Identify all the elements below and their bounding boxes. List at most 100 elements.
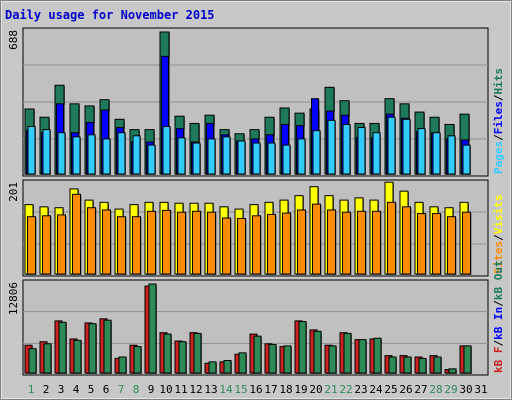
bar-pages-day-15: [237, 140, 246, 175]
bar-kbout-day-9: [148, 283, 157, 374]
bar-kbout-day-4: [73, 339, 82, 374]
legend-entry: kB Out: [492, 260, 505, 300]
day-label-16: 16: [249, 383, 262, 396]
bar-pages-day-28: [432, 132, 441, 175]
day-label-11: 11: [174, 383, 187, 396]
day-label-18: 18: [279, 383, 292, 396]
bar-kbout-day-21: [328, 345, 337, 374]
bar-pages-day-23: [357, 127, 366, 175]
bar-sites-day-15: [237, 217, 247, 275]
bar-pages-day-7: [117, 132, 126, 175]
bar-pages-day-16: [252, 142, 261, 175]
day-label-8: 8: [133, 383, 140, 396]
legend-entry: /: [492, 340, 505, 347]
bar-sites-day-5: [87, 207, 97, 275]
day-label-9: 9: [148, 383, 155, 396]
bar-sites-day-11: [177, 211, 187, 275]
series-legend: Pages/Files/Hits: [492, 68, 505, 174]
bar-kbout-day-25: [388, 356, 397, 374]
bar-sites-day-8: [132, 216, 142, 275]
bar-pages-day-5: [87, 134, 96, 175]
bar-pages-day-30: [462, 144, 471, 175]
y-max-label: 12806: [7, 282, 20, 315]
bar-kbout-day-22: [343, 332, 352, 374]
bar-pages-day-13: [207, 138, 216, 175]
day-label-17: 17: [264, 383, 277, 396]
day-label-22: 22: [339, 383, 352, 396]
day-label-7: 7: [118, 383, 125, 396]
bar-kbout-day-30: [463, 345, 472, 374]
bar-sites-day-28: [432, 213, 442, 275]
legend-entry: Sites: [492, 241, 505, 274]
bar-pages-day-20: [312, 130, 321, 175]
day-label-27: 27: [414, 383, 427, 396]
day-label-12: 12: [189, 383, 202, 396]
day-label-21: 21: [324, 383, 337, 396]
bar-kbout-day-17: [268, 344, 277, 374]
bar-kbout-day-26: [403, 356, 412, 374]
bar-pages-day-22: [342, 123, 351, 175]
bar-pages-day-3: [57, 132, 66, 175]
legend-entry: Visits: [492, 195, 505, 235]
legend-entry: /: [492, 300, 505, 307]
bar-kbout-day-10: [163, 333, 172, 374]
bar-pages-day-26: [402, 118, 411, 175]
bar-sites-day-24: [372, 210, 382, 275]
day-label-24: 24: [369, 383, 383, 396]
legend-entry: Hits: [492, 68, 505, 95]
bar-sites-day-25: [387, 201, 397, 275]
bar-kbout-day-15: [238, 352, 247, 374]
day-label-19: 19: [294, 383, 307, 396]
bar-kbout-day-27: [418, 357, 427, 374]
bar-sites-day-6: [102, 209, 112, 275]
bar-sites-day-19: [297, 209, 307, 275]
bar-pages-day-11: [177, 137, 186, 175]
legend-entry: /: [492, 94, 505, 101]
day-label-10: 10: [159, 383, 172, 396]
day-label-15: 15: [234, 383, 247, 396]
bar-sites-day-26: [402, 206, 412, 275]
bar-sites-day-17: [267, 213, 277, 275]
bar-sites-day-23: [357, 210, 367, 275]
bar-sites-day-10: [162, 209, 172, 275]
legend-entry: Files: [492, 101, 505, 134]
day-label-29: 29: [444, 383, 457, 396]
bar-pages-day-24: [372, 132, 381, 175]
bar-sites-day-4: [72, 193, 82, 275]
bar-sites-day-16: [252, 215, 262, 275]
bar-kbout-day-14: [223, 359, 232, 374]
bar-sites-day-12: [192, 210, 202, 275]
bar-kbout-day-8: [133, 346, 142, 374]
series-legend: kB F/kB In/kB Out: [492, 260, 505, 373]
bar-sites-day-21: [327, 209, 337, 275]
bar-sites-day-2: [42, 215, 52, 275]
legend-entry: kB In: [492, 307, 505, 340]
bar-kbout-day-5: [88, 323, 97, 374]
bar-pages-day-2: [42, 129, 51, 175]
legend-entry: kB F: [492, 347, 505, 374]
bar-kbout-day-3: [58, 321, 67, 374]
bar-kbout-day-7: [118, 356, 127, 374]
bar-pages-day-6: [102, 138, 111, 175]
day-label-23: 23: [354, 383, 367, 396]
day-label-5: 5: [88, 383, 95, 396]
bar-sites-day-22: [342, 211, 352, 275]
bar-pages-day-8: [132, 135, 141, 175]
bar-sites-day-30: [462, 211, 472, 275]
bar-kbout-day-20: [313, 330, 322, 374]
bar-kbout-day-19: [298, 321, 307, 374]
bar-kbout-day-23: [358, 339, 367, 374]
series-legend: Sites/Visits: [492, 195, 505, 275]
panel-visits_sites: 201 Sites/Visits: [7, 179, 505, 277]
bar-pages-day-17: [267, 142, 276, 175]
bar-pages-day-21: [327, 119, 336, 175]
chart-title: Daily usage for November 2015: [5, 8, 215, 22]
bar-kbout-day-29: [448, 368, 457, 374]
day-label-26: 26: [399, 383, 412, 396]
day-label-4: 4: [73, 383, 80, 396]
bar-sites-day-27: [417, 213, 427, 275]
